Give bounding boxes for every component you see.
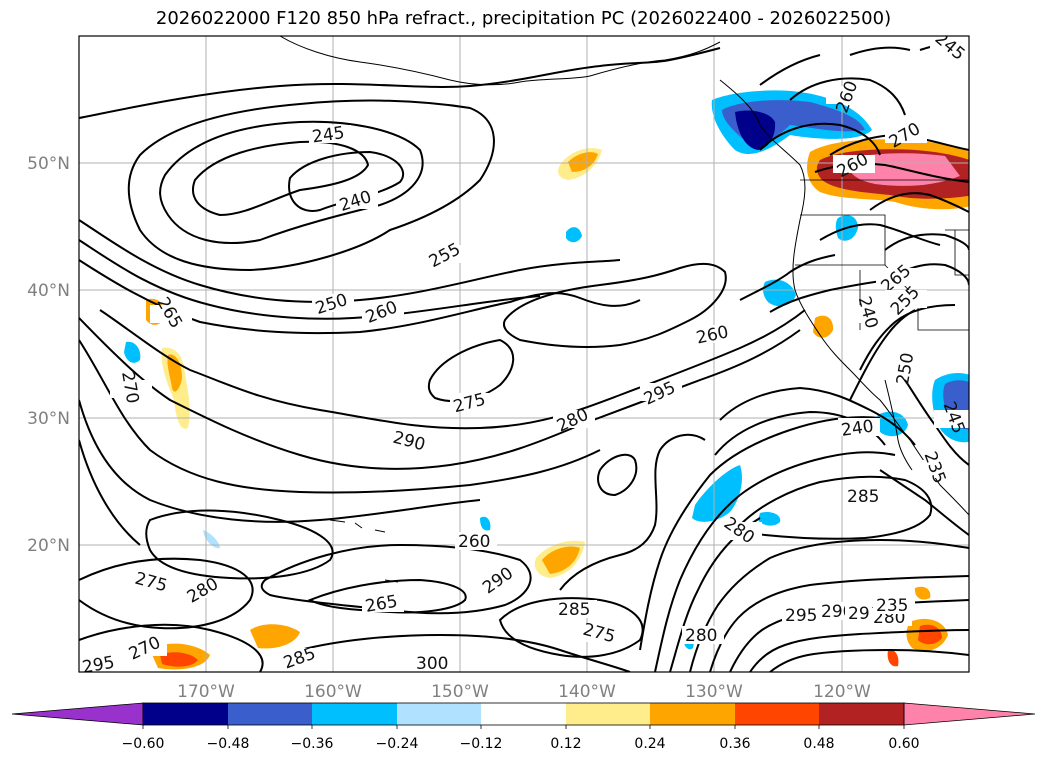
precip-blob-blue-3: [566, 227, 582, 243]
lon-label: 130°W: [685, 682, 743, 702]
colorbar-tick: −0.48: [207, 736, 250, 752]
lon-label: 170°W: [177, 682, 235, 702]
contour-label: 240: [840, 416, 875, 440]
precip-blob-red-2: [160, 652, 198, 667]
contour-label: 245: [311, 123, 346, 147]
colorbar-segment: [566, 703, 650, 725]
lon-label: 150°W: [431, 682, 489, 702]
lon-axis: 170°W 160°W 150°W 140°W 130°W 120°W: [177, 682, 871, 702]
colorbar-segment: [481, 703, 566, 725]
contour-label: 295: [81, 653, 116, 678]
colorbar-extend-low: [11, 702, 144, 726]
precip-blob-lightblue-1: [203, 530, 220, 549]
colorbar-tick: −0.24: [376, 736, 419, 752]
precip-blob-orange-5: [250, 624, 300, 649]
precip-blob-orange-1: [568, 152, 598, 172]
precip-blob-orange-4: [542, 546, 580, 574]
precip-blob-orange-8: [914, 586, 931, 600]
colorbar-segment: [819, 703, 904, 725]
colorbar-tick: 0.12: [550, 736, 581, 752]
colorbar-tick: 0.36: [719, 736, 750, 752]
colorbar-tick: −0.36: [291, 736, 334, 752]
map-title: 2026022000 F120 850 hPa refract., precip…: [155, 8, 892, 29]
lon-label: 160°W: [304, 682, 362, 702]
colorbar-segment: [735, 703, 819, 725]
colorbar-tick: 0.48: [803, 736, 834, 752]
colorbar-tick: 0.24: [634, 736, 665, 752]
contour-label: 235: [876, 596, 908, 616]
lat-label: 30°N: [27, 409, 70, 429]
precip-blob-pnw-dark: [735, 110, 776, 150]
contour-label: 280: [685, 626, 717, 646]
contour-labels: 245 240 255 250 260 265 270 275 280 265 …: [79, 36, 969, 678]
contour-label: 300: [416, 654, 448, 674]
precip-blob-central-2: [758, 512, 781, 526]
precip-blob-red-4: [887, 649, 899, 667]
precip-blob-central-1: [692, 465, 742, 522]
lat-label: 50°N: [27, 154, 70, 174]
contour-label: 285: [558, 600, 590, 620]
colorbar-tick: −0.60: [122, 736, 165, 752]
lon-label: 140°W: [558, 682, 616, 702]
colorbar-segment: [650, 703, 735, 725]
colorbar-extend-high: [903, 702, 1036, 726]
contour-lines: [79, 41, 969, 672]
lat-label: 20°N: [27, 536, 70, 556]
contour-label: 295: [785, 606, 817, 626]
plot-frame: [78, 35, 970, 673]
colorbar-tick: 0.60: [888, 736, 919, 752]
lat-axis: 50°N 40°N 30°N 20°N: [27, 154, 70, 556]
lat-label: 40°N: [27, 281, 70, 301]
colorbar-segment: [397, 703, 481, 725]
precip-blob-blue-4: [124, 341, 141, 363]
colorbar-tick: −0.12: [460, 736, 503, 752]
contour-label: 260: [458, 532, 490, 552]
precip-blob-red-3: [918, 624, 942, 645]
colorbar-segment: [228, 703, 312, 725]
precip-blob-blue-6: [480, 516, 491, 531]
colorbar: −0.60 −0.48 −0.36 −0.24 −0.12 0.12 0.24 …: [11, 702, 1036, 752]
colorbar-segment: [312, 703, 397, 725]
lon-label: 120°W: [813, 682, 871, 702]
contour-label: 285: [847, 487, 879, 507]
precip-blob-coast-2: [763, 279, 796, 307]
colorbar-segment: [143, 703, 228, 725]
